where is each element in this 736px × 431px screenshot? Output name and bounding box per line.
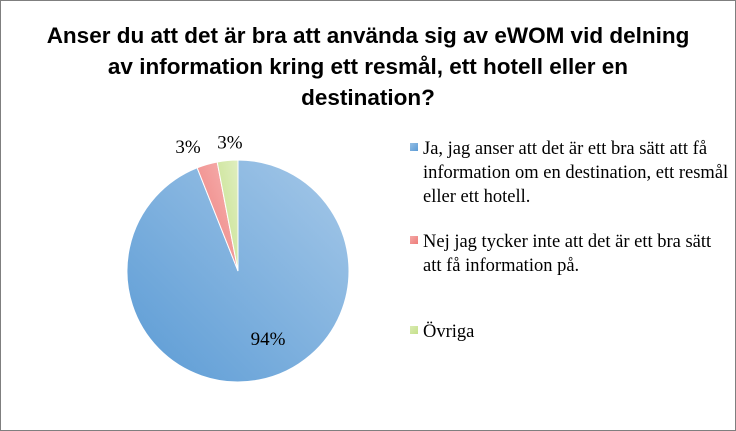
pie-slices [126,159,350,383]
chart-title: Anser du att det är bra att använda sig … [46,23,690,110]
legend-label-ja: Ja, jag anser att det är ett bra sätt at… [423,139,729,207]
pie-slice-ovriga [216,159,239,272]
legend-swatch-nej [410,236,418,244]
legend-swatch-ovriga [410,326,418,334]
data-label-ja: 94% [251,329,286,350]
pie-data-labels: 94% 3% 3% [175,133,285,350]
legend-swatch-ja [410,143,418,151]
legend-label-nej: Nej jag tycker inte att det är ett bra s… [423,232,712,276]
legend-label-ovriga: Övriga [423,322,475,342]
data-label-ovriga: 3% [217,133,243,154]
data-label-nej: 3% [175,137,201,158]
